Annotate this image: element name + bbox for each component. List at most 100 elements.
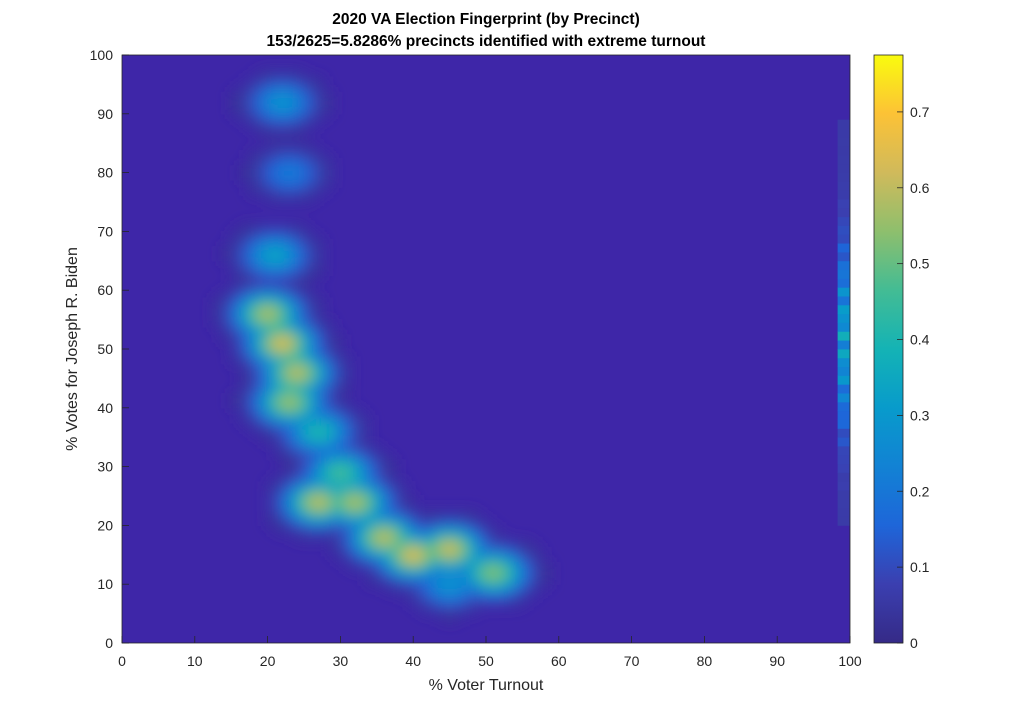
heatmap-cell <box>276 231 287 240</box>
heatmap-cell <box>531 562 542 571</box>
heatmap-cell <box>276 143 287 152</box>
heatmap-cell <box>240 334 250 343</box>
heatmap-cell <box>294 363 305 372</box>
heatmap-cell <box>276 128 287 137</box>
heatmap-cell <box>249 356 260 365</box>
heatmap-cell <box>294 525 305 534</box>
heatmap-cell <box>367 510 378 519</box>
heatmap-cell <box>358 540 369 549</box>
heatmap-cell <box>467 584 478 593</box>
heatmap-cell <box>231 99 241 108</box>
heatmap-cell <box>313 238 323 247</box>
heatmap-cell <box>294 415 305 424</box>
heatmap-cell <box>267 77 278 85</box>
heatmap-cell <box>331 496 341 504</box>
heatmap-cell <box>313 179 323 188</box>
heatmap-cell <box>240 113 250 122</box>
heatmap-cell <box>294 532 305 541</box>
heatmap-cell <box>294 407 305 416</box>
heatmap-cell <box>304 510 314 519</box>
heatmap-cell <box>440 518 451 526</box>
heatmap-cell <box>367 576 378 585</box>
colorbar-tick-label: 0.5 <box>910 256 930 272</box>
x-tick-label: 20 <box>260 653 276 669</box>
y-tick-label: 100 <box>90 47 114 63</box>
heatmap-cell <box>258 165 269 174</box>
heatmap-cell <box>413 569 423 578</box>
heatmap-cell <box>240 253 250 262</box>
heatmap-cell <box>304 297 314 306</box>
heatmap-cell <box>276 268 287 277</box>
heatmap-cell <box>267 194 278 203</box>
heatmap-cell <box>331 518 341 526</box>
heatmap-cell <box>476 525 487 534</box>
heatmap-cell <box>358 451 369 460</box>
heatmap-cell <box>258 150 269 159</box>
heatmap-cell <box>240 371 250 379</box>
heatmap-cell <box>331 400 341 409</box>
heatmap-cell <box>258 99 269 108</box>
heatmap-cell <box>267 246 278 255</box>
heatmap-cell <box>458 554 469 563</box>
heatmap-cell <box>240 356 250 365</box>
heatmap-cell <box>458 510 469 519</box>
heatmap-cell <box>276 297 287 306</box>
heatmap-cell <box>285 378 296 387</box>
heatmap-cell <box>258 113 269 122</box>
heatmap-cell <box>385 576 396 585</box>
heatmap-cell <box>367 444 378 453</box>
heatmap-cell <box>276 157 287 166</box>
heatmap-cell <box>313 246 323 255</box>
x-tick-label: 30 <box>333 653 349 669</box>
heatmap-cell <box>267 415 278 424</box>
heatmap-cell <box>258 326 269 335</box>
heatmap-cell <box>304 179 314 188</box>
heatmap-cell <box>240 407 250 416</box>
heatmap-cell <box>404 496 414 504</box>
heatmap-cell <box>413 554 423 563</box>
heatmap-cell <box>304 172 314 181</box>
heatmap-cell <box>513 562 523 571</box>
heatmap-cell <box>322 106 332 115</box>
heatmap-cell <box>240 326 250 335</box>
heatmap-cell <box>304 106 314 115</box>
heatmap-cell <box>322 437 332 446</box>
heatmap-cell <box>249 91 260 100</box>
heatmap-cell <box>486 540 496 549</box>
heatmap-cell <box>267 437 278 446</box>
heatmap-cell <box>313 393 323 402</box>
heatmap-cell <box>276 187 287 196</box>
heatmap-cell <box>285 422 296 431</box>
heatmap-cell <box>313 407 323 416</box>
heatmap-cell <box>395 547 405 556</box>
heatmap-cell <box>304 157 314 166</box>
y-tick-label: 20 <box>97 517 113 533</box>
heatmap-cell <box>304 77 314 85</box>
heatmap-cell <box>276 481 287 490</box>
heatmap-cell <box>458 569 469 578</box>
heatmap-cell <box>467 591 478 600</box>
heatmap-cell <box>467 554 478 563</box>
heatmap-cell <box>431 532 442 541</box>
heatmap-cell <box>422 576 432 585</box>
heatmap-cell <box>340 422 351 431</box>
heatmap-cell <box>340 371 351 379</box>
heatmap-cell <box>267 393 278 402</box>
heatmap-cell <box>267 400 278 409</box>
heatmap-cell <box>358 488 369 497</box>
heatmap-cell <box>376 532 387 541</box>
heatmap-cell <box>367 473 378 482</box>
heatmap-cell <box>267 312 278 321</box>
heatmap-cell <box>322 510 332 519</box>
colorbar-tick-label: 0.6 <box>910 180 930 196</box>
heatmap-cell <box>304 503 314 512</box>
heatmap-cell <box>331 510 341 519</box>
heatmap-cell <box>340 496 351 504</box>
heatmap-cell <box>240 260 250 269</box>
heatmap-cell <box>276 503 287 512</box>
heatmap-cell <box>285 481 296 490</box>
heatmap-cell <box>294 282 305 291</box>
heatmap-cell <box>276 356 287 365</box>
heatmap-cell <box>267 165 278 174</box>
heatmap-cell <box>222 326 232 335</box>
